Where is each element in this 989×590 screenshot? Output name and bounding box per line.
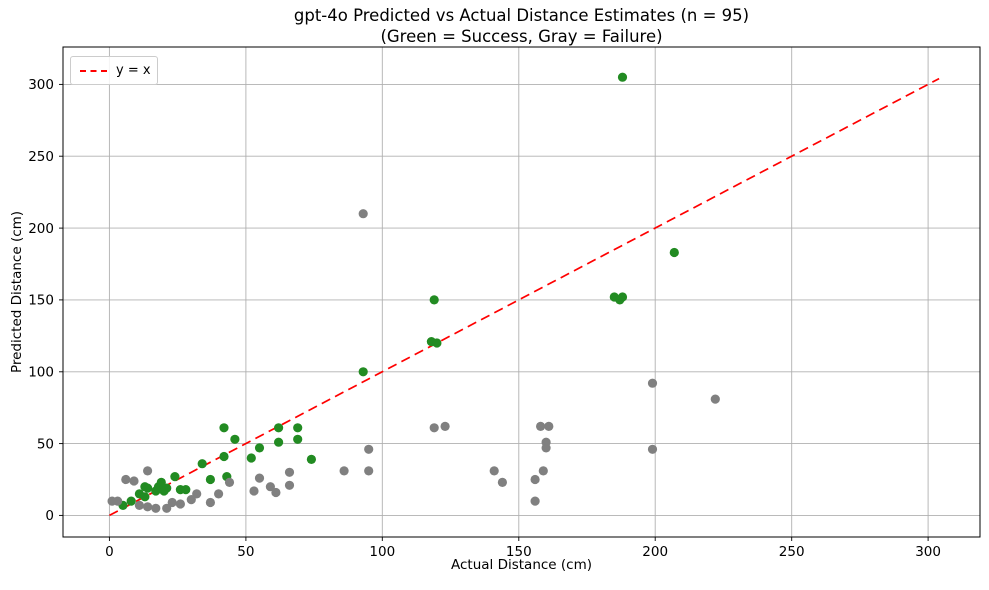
scatter-point-success (293, 423, 303, 433)
scatter-point-failure (162, 503, 172, 513)
scatter-point-failure (175, 499, 185, 509)
scatter-point-success (669, 247, 679, 258)
scatter-point-failure (284, 480, 295, 490)
scatter-point-failure (167, 497, 177, 508)
scatter-point-success (126, 496, 136, 506)
scatter-point-success (156, 477, 166, 487)
x-tick-label: 200 (642, 544, 668, 560)
scatter-point-failure (113, 496, 123, 506)
scatter-point-success (617, 292, 628, 302)
scatter-point-success (293, 434, 303, 444)
y-tick-label: 200 (28, 221, 54, 237)
legend-label: y = x (116, 63, 151, 78)
scatter-point-failure (129, 476, 139, 486)
chart-title-line2: (Green = Success, Gray = Failure) (380, 26, 663, 46)
scatter-point-success (617, 72, 628, 82)
x-tick-label: 150 (506, 544, 532, 560)
scatter-point-failure (143, 466, 153, 476)
scatter-point-success (358, 367, 368, 377)
chart-title: gpt-4o Predicted vs Actual Distance Esti… (63, 6, 980, 47)
scatter-point-success (219, 451, 229, 462)
chart-title-line1: gpt-4o Predicted vs Actual Distance Esti… (293, 6, 750, 25)
scatter-point-failure (530, 496, 540, 506)
scatter-point-failure (254, 473, 265, 483)
scatter-point-success (429, 295, 439, 305)
scatter-point-success (274, 423, 284, 433)
scatter-point-failure (489, 466, 499, 476)
scatter-point-failure (364, 466, 374, 476)
scatter-point-success (197, 459, 207, 469)
scatter-point-failure (429, 423, 439, 433)
x-tick-label: 0 (105, 544, 114, 560)
scatter-point-success (170, 472, 180, 482)
scatter-point-failure (249, 486, 259, 496)
scatter-point-failure (186, 495, 196, 505)
scatter-point-failure (364, 444, 374, 454)
scatter-point-success (181, 485, 191, 495)
scatter-point-failure (192, 489, 202, 499)
scatter-point-failure (530, 474, 540, 485)
x-tick-label: 250 (779, 544, 805, 560)
scatter-point-success (230, 434, 240, 444)
y-tick-label: 150 (28, 293, 54, 309)
x-tick-label: 50 (237, 544, 254, 560)
identity-line (109, 77, 940, 517)
scatter-point-failure (143, 502, 153, 512)
scatter-point-failure (440, 421, 450, 431)
scatter-point-failure (339, 466, 349, 476)
scatter-point-failure (224, 477, 235, 487)
y-tick-label: 0 (45, 508, 54, 524)
legend: y = x (70, 56, 158, 85)
scatter-point-failure (710, 394, 720, 404)
scatter-point-failure (538, 466, 548, 476)
x-axis-label: Actual Distance (cm) (450, 557, 592, 573)
y-tick-label: 50 (37, 436, 54, 452)
scatter-point-success (162, 483, 172, 493)
y-tick-label: 100 (28, 365, 54, 381)
scatter-point-failure (151, 503, 161, 513)
scatter-point-failure (121, 474, 131, 485)
scatter-point-failure (647, 444, 658, 454)
scatter-point-success (254, 443, 265, 453)
scatter-point-success (246, 453, 256, 463)
scatter-point-success (306, 454, 316, 464)
scatter-point-failure (647, 378, 658, 388)
identity-line-legend-icon (80, 69, 107, 72)
scatter-point-success (432, 338, 442, 348)
scatter-point-failure (358, 209, 368, 219)
scatter-point-failure (544, 421, 554, 431)
y-tick-label: 300 (28, 77, 54, 93)
scatter-point-failure (205, 497, 215, 508)
scatter-point-success (140, 492, 150, 502)
scatter-point-failure (536, 421, 546, 431)
scatter-point-failure (271, 487, 281, 498)
scatter-point-failure (284, 467, 295, 477)
scatter-point-failure (265, 482, 275, 492)
scatter-point-success (274, 437, 284, 447)
scatter-point-failure (497, 477, 507, 487)
y-tick-label: 250 (28, 149, 54, 165)
x-tick-label: 300 (915, 544, 941, 560)
scatter-point-failure (214, 489, 224, 499)
y-axis-label: Predicted Distance (cm) (9, 210, 25, 374)
scatter-point-success (143, 483, 153, 493)
scatter-point-success (205, 474, 215, 485)
x-tick-label: 100 (369, 544, 395, 560)
scatter-point-failure (134, 500, 144, 510)
axes-frame (62, 46, 981, 538)
scatter-point-success (219, 423, 229, 433)
scatter-point-failure (541, 437, 551, 447)
